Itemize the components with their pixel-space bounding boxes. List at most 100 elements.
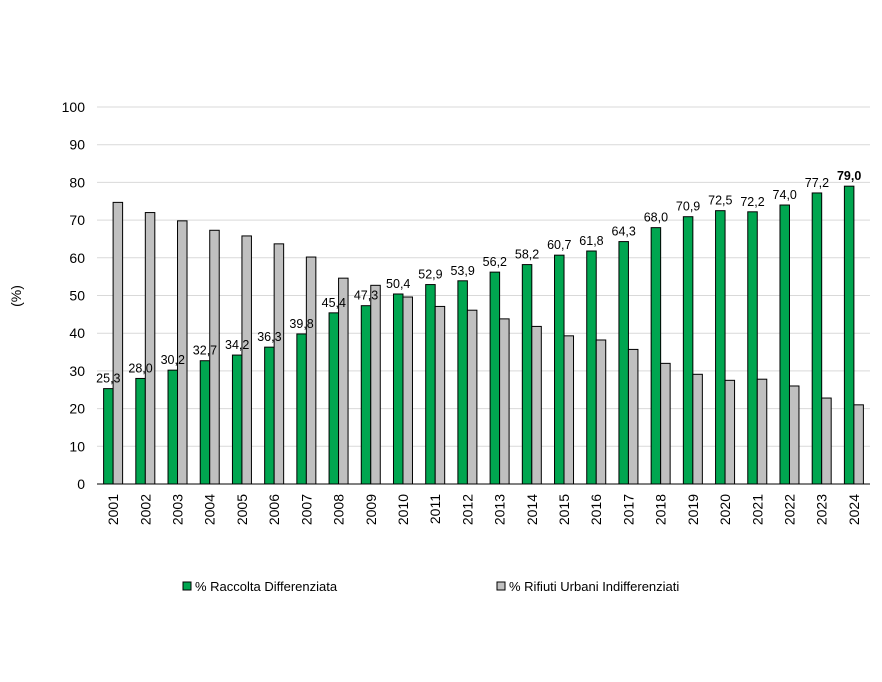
data-label: 39,8 — [289, 317, 313, 331]
x-tick-label: 2011 — [427, 494, 443, 524]
bar-raccolta-differenziata — [392, 293, 404, 485]
x-tick-label: 2022 — [781, 494, 797, 525]
data-label: 45,4 — [322, 296, 346, 310]
x-tick-label: 2008 — [331, 494, 347, 525]
bar-rifiuti-indifferenziati — [209, 229, 220, 485]
data-label: 74,0 — [773, 188, 797, 202]
bar-rifiuti-indifferenziati — [853, 404, 864, 485]
x-tick-label: 2024 — [846, 494, 862, 525]
x-tick-label: 2019 — [685, 494, 701, 525]
bar-raccolta-differenziata — [296, 333, 307, 485]
bar-raccolta-differenziata — [843, 185, 855, 485]
data-label: 28,0 — [128, 361, 152, 375]
legend-label: % Raccolta Differenziata — [195, 579, 338, 594]
bar-rifiuti-indifferenziati — [563, 335, 575, 485]
bar-rifiuti-indifferenziati — [788, 385, 800, 485]
bar-rifiuti-indifferenziati — [305, 256, 317, 485]
bar-raccolta-differenziata — [650, 227, 662, 485]
bar-raccolta-differenziata — [779, 204, 790, 485]
x-tick-label: 2017 — [620, 494, 636, 525]
data-label: 58,2 — [515, 248, 539, 262]
x-tick-label: 2020 — [717, 494, 733, 525]
y-tick-label: 90 — [69, 137, 85, 153]
y-tick-label: 50 — [69, 288, 85, 304]
x-tick-label: 2015 — [556, 494, 572, 525]
bar-raccolta-differenziata — [618, 241, 629, 485]
bar-raccolta-differenziata — [425, 284, 436, 485]
bar-raccolta-differenziata — [811, 192, 823, 485]
data-label: 61,8 — [579, 234, 603, 248]
y-tick-label: 0 — [77, 476, 85, 492]
y-tick-label: 20 — [69, 401, 85, 417]
bar-raccolta-differenziata — [521, 264, 533, 485]
data-label: 34,2 — [225, 338, 249, 352]
bar-rifiuti-indifferenziati — [724, 379, 736, 485]
bar-raccolta-differenziata — [199, 360, 211, 485]
data-label: 56,2 — [483, 255, 507, 269]
bar-raccolta-differenziata — [231, 354, 243, 485]
bar-raccolta-differenziata — [135, 377, 146, 485]
x-tick-label: 2009 — [363, 494, 379, 525]
y-tick-label: 80 — [69, 174, 85, 190]
bar-raccolta-differenziata — [103, 388, 114, 485]
x-tick-label: 2005 — [234, 494, 250, 525]
bar-rifiuti-indifferenziati — [402, 296, 413, 485]
bar-raccolta-differenziata — [554, 254, 565, 485]
bar-raccolta-differenziata — [747, 211, 758, 485]
bar-raccolta-differenziata — [360, 305, 372, 485]
bar-raccolta-differenziata — [264, 346, 275, 485]
x-tick-label: 2013 — [492, 494, 508, 525]
data-label: 60,7 — [547, 238, 571, 252]
x-tick-label: 2014 — [524, 494, 540, 525]
y-tick-label: 100 — [62, 99, 86, 115]
y-tick-label: 30 — [69, 363, 85, 379]
x-tick-label: 2021 — [749, 494, 765, 525]
x-tick-label: 2016 — [588, 494, 604, 525]
y-axis-label: (%) — [8, 285, 24, 307]
y-tick-label: 10 — [69, 438, 85, 454]
data-label: 70,9 — [676, 200, 700, 214]
bar-rifiuti-indifferenziati — [531, 325, 542, 485]
bar-rifiuti-indifferenziati — [627, 348, 639, 485]
data-label: 77,2 — [805, 176, 829, 190]
bar-rifiuti-indifferenziati — [144, 212, 156, 485]
data-label: 68,0 — [644, 211, 668, 225]
data-label: 53,9 — [450, 264, 474, 278]
bar-rifiuti-indifferenziati — [434, 305, 446, 485]
bar-raccolta-differenziata — [457, 280, 468, 485]
bar-rifiuti-indifferenziati — [499, 318, 510, 485]
bar-rifiuti-indifferenziati — [177, 220, 188, 485]
y-tick-label: 60 — [69, 250, 85, 266]
x-tick-label: 2002 — [137, 494, 153, 525]
bar-raccolta-differenziata — [489, 271, 501, 485]
bar-rifiuti-indifferenziati — [821, 397, 832, 485]
data-label: 32,7 — [193, 344, 217, 358]
data-label: 72,5 — [708, 194, 732, 208]
y-tick-label: 40 — [69, 325, 85, 341]
data-label: 72,2 — [740, 195, 764, 209]
bar-rifiuti-indifferenziati — [595, 339, 607, 485]
x-tick-label: 2018 — [653, 494, 669, 525]
legend-label: % Rifiuti Urbani Indifferenziati — [509, 579, 679, 594]
legend-swatch — [496, 581, 506, 591]
x-tick-label: 2006 — [266, 494, 282, 525]
data-label: 64,3 — [612, 225, 636, 239]
x-tick-label: 2007 — [298, 494, 314, 525]
bar-raccolta-differenziata — [586, 250, 597, 485]
data-label: 52,9 — [418, 268, 442, 282]
x-tick-label: 2003 — [170, 494, 186, 525]
x-tick-label: 2004 — [202, 494, 218, 525]
data-label: 50,4 — [386, 277, 410, 291]
y-tick-label: 70 — [69, 212, 85, 228]
data-label: 47,3 — [354, 289, 378, 303]
bar-rifiuti-indifferenziati — [241, 235, 252, 485]
legend-swatch — [182, 581, 192, 591]
bar-rifiuti-indifferenziati — [338, 277, 349, 485]
bar-raccolta-differenziata — [167, 369, 179, 485]
bar-rifiuti-indifferenziati — [273, 243, 285, 485]
bar-rifiuti-indifferenziati — [692, 373, 703, 485]
bar-raccolta-differenziata — [328, 312, 340, 485]
bar-rifiuti-indifferenziati — [756, 378, 768, 485]
bar-rifiuti-indifferenziati — [466, 309, 478, 485]
